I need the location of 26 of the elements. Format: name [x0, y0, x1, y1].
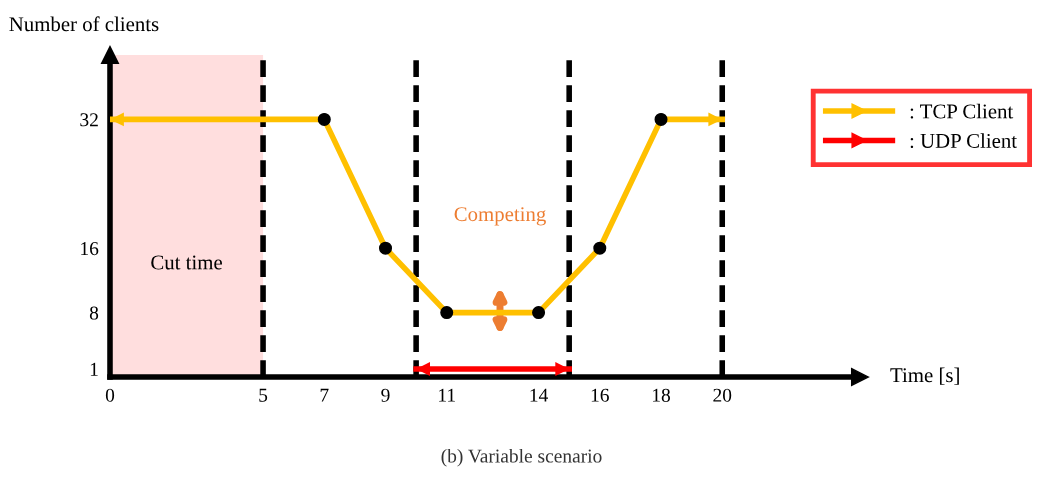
x-axis-title: Time [s] [890, 367, 959, 385]
text: (b) Variable scenario [441, 448, 602, 467]
y-axis-title: Number of clients [9, 16, 159, 32]
x-tick-label: 11 [439, 388, 455, 402]
point [654, 112, 668, 126]
x-tick-label: 7 [320, 388, 329, 402]
legend-label: : TCP Client [910, 103, 1014, 119]
x-tick-label: 20 [713, 388, 732, 402]
x-tick-label: 9 [381, 388, 390, 402]
y-tick-label: 16 [81, 242, 99, 256]
x-tick-label: 16 [591, 388, 609, 402]
point [379, 241, 393, 255]
x-tick-label: 0 [105, 388, 115, 402]
point [440, 306, 454, 320]
point [593, 241, 607, 255]
point [317, 112, 331, 126]
y-tick-label: 32 [80, 113, 98, 127]
legend-label: : UDP Client [910, 133, 1017, 148]
y-tick-label: 1 [90, 362, 98, 376]
x-tick-label: 18 [653, 388, 670, 402]
x-tick-label: 14 [530, 388, 548, 402]
annotation: Competing [454, 207, 546, 226]
point [532, 306, 546, 320]
x-tick-label: 5 [259, 388, 268, 402]
band-label: Cut time [151, 255, 222, 270]
y-tick-label: 8 [89, 306, 99, 320]
